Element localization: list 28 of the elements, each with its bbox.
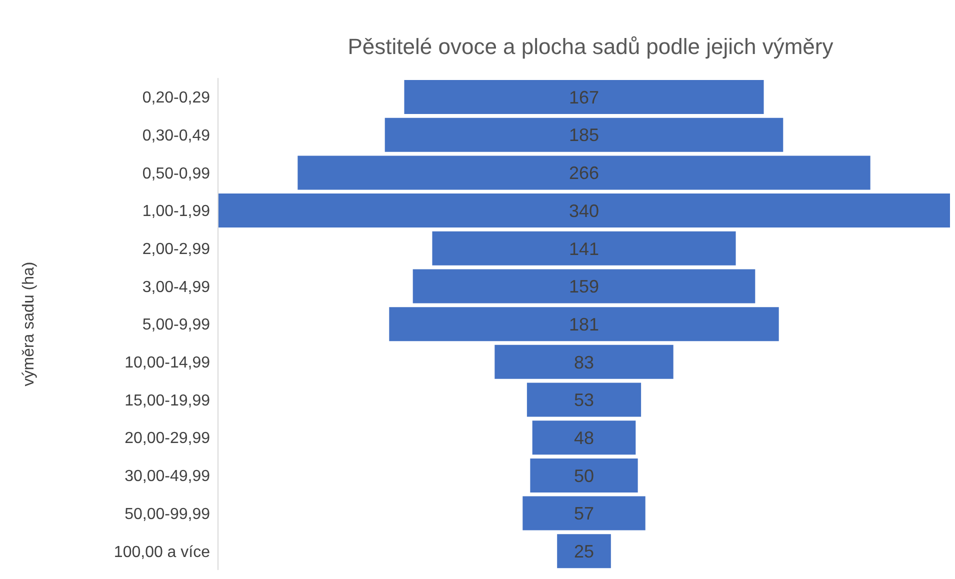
data-label: 159: [568, 276, 600, 297]
text: Pěstitelé ovoce a plocha sadů podle jejich výměry: [346, 34, 834, 60]
category-label: 5,00-9,99: [142, 316, 210, 334]
category-label: 100,00 a více: [114, 544, 210, 561]
category-label: 1,00-1,99: [142, 203, 210, 220]
data-label: 83: [574, 352, 594, 372]
data-label: 181: [568, 314, 600, 334]
category-label: 3,00-4,99: [142, 278, 210, 296]
category-label: 20,00-29,99: [124, 430, 210, 448]
category-label: 0,50-0,99: [142, 165, 210, 182]
category-label: 30,00-49,99: [124, 468, 210, 486]
data-label: 167: [568, 87, 600, 108]
data-label: 185: [568, 125, 600, 146]
category-label: 2,00-2,99: [142, 240, 210, 258]
data-label: 340: [568, 200, 600, 221]
data-label: 266: [568, 163, 600, 184]
data-label: 57: [574, 504, 594, 524]
category-label: 15,00-19,99: [124, 392, 210, 410]
category-label: 50,00-99,99: [124, 506, 210, 523]
category-label: 0,30-0,49: [142, 127, 210, 144]
data-label: 25: [574, 542, 594, 562]
category-label: 0,20-0,29: [142, 90, 210, 107]
category-label: 10,00-14,99: [124, 354, 210, 372]
data-label: 53: [574, 390, 594, 410]
data-label: 50: [574, 466, 594, 486]
data-label: 48: [574, 428, 594, 448]
text: výměra sadu (ha): [20, 262, 38, 386]
data-label: 141: [568, 238, 600, 259]
